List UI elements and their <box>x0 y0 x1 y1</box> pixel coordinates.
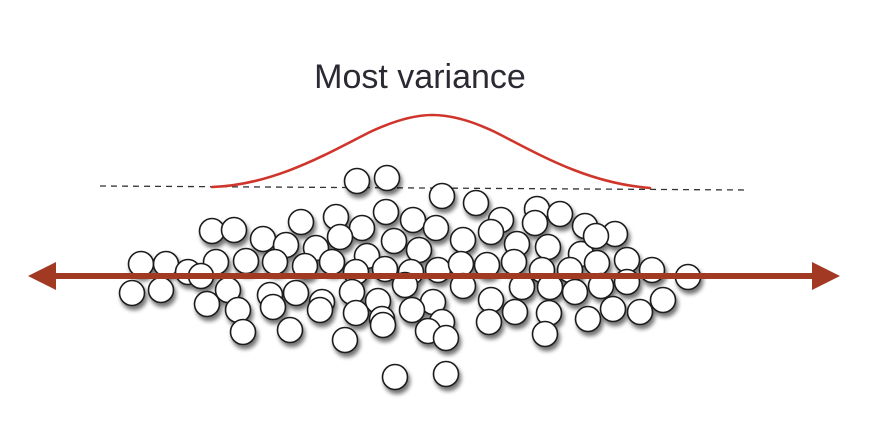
data-point <box>118 279 146 307</box>
data-point <box>546 200 574 228</box>
data-point <box>261 248 289 276</box>
data-point <box>475 308 503 336</box>
data-point <box>331 326 359 354</box>
data-point <box>343 167 371 195</box>
data-point <box>521 209 549 237</box>
bell-curve <box>210 113 652 190</box>
dashed-baseline <box>99 185 749 191</box>
data-point <box>574 305 602 333</box>
data-point <box>398 296 426 324</box>
data-point <box>276 316 304 344</box>
data-point <box>422 214 450 242</box>
data-point <box>318 248 346 276</box>
data-point <box>477 286 505 314</box>
data-point <box>287 208 315 236</box>
data-point <box>428 182 456 210</box>
data-point <box>232 247 260 275</box>
data-point <box>531 320 559 348</box>
data-point <box>326 223 354 251</box>
diagram-title: Most variance <box>314 58 526 96</box>
data-point <box>477 218 505 246</box>
data-point <box>372 198 400 226</box>
data-point <box>259 293 287 321</box>
data-point <box>462 189 490 217</box>
data-point <box>449 226 477 254</box>
data-point <box>229 318 257 346</box>
data-point <box>500 248 528 276</box>
data-point <box>380 227 408 255</box>
data-point <box>249 225 277 253</box>
data-point <box>373 164 401 192</box>
data-point <box>561 278 589 306</box>
data-points-cloud <box>118 164 702 391</box>
data-point <box>369 311 397 339</box>
data-point <box>282 279 310 307</box>
data-point <box>399 206 427 234</box>
data-point <box>432 360 460 388</box>
data-point <box>626 298 654 326</box>
data-point <box>649 286 677 314</box>
data-point <box>220 216 248 244</box>
data-point <box>583 249 611 277</box>
principal-axis-double-arrow <box>28 262 840 290</box>
data-point <box>306 296 334 324</box>
data-point <box>224 296 252 324</box>
arrowhead-right <box>812 262 840 290</box>
data-point <box>342 299 370 327</box>
arrowhead-left <box>28 262 56 290</box>
data-point <box>534 233 562 261</box>
data-point <box>599 295 627 323</box>
data-point <box>432 324 460 352</box>
data-point <box>381 363 409 391</box>
data-point <box>193 290 221 318</box>
data-point <box>582 222 610 250</box>
data-point <box>447 250 475 278</box>
data-point <box>501 298 529 326</box>
data-point <box>127 250 155 278</box>
data-point <box>147 276 175 304</box>
